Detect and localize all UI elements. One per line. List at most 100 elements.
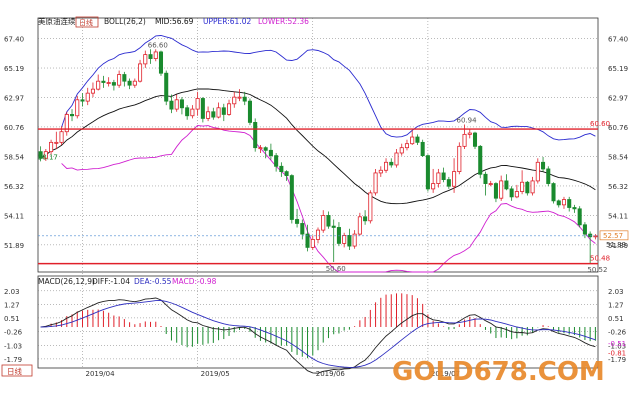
price-annotation: 66.60	[148, 41, 168, 49]
candle-body	[504, 180, 509, 190]
candle-body	[404, 143, 409, 149]
main-panel-frame	[37, 17, 599, 273]
macd-panel-frame	[37, 275, 599, 369]
candle-body	[284, 171, 289, 176]
price-annotation: 50.52	[587, 266, 607, 274]
macd-y-tick-right: 2.03	[608, 288, 624, 296]
candles	[38, 49, 598, 264]
candle-body	[457, 145, 462, 173]
mid-label: MID:56.69	[155, 17, 194, 26]
macd-panel: 2.03 2.031.27 1.270.51 0.51-0.26 -0.26-1.03-…	[4, 288, 627, 374]
candle-body	[127, 80, 132, 86]
candle-body	[452, 171, 457, 187]
candle-body	[582, 224, 587, 235]
period-tab[interactable]	[75, 16, 99, 28]
price-annotations: 58.17 66.60 60.94 50.60 50.52	[38, 41, 608, 274]
candle-body	[431, 183, 436, 190]
macd-right-tag: -0.81	[608, 349, 626, 357]
candle-body	[117, 74, 122, 86]
candle-body	[164, 72, 169, 102]
y-tick-label-left: 60.76	[4, 124, 25, 132]
candle-body	[352, 233, 357, 247]
boll-label: BOLL(26,2)	[104, 17, 146, 26]
candle-body	[394, 152, 399, 166]
candle-body	[143, 54, 148, 65]
candle-body	[310, 239, 315, 248]
candle-body	[588, 233, 593, 238]
candle-body	[499, 180, 504, 199]
x-tick-label: 2019/06	[316, 370, 346, 378]
candle-body	[525, 181, 530, 194]
candle-body	[106, 82, 111, 84]
grid	[37, 17, 599, 369]
candle-body	[572, 207, 577, 210]
symbol-label: 美原油连续	[38, 16, 76, 26]
bottom-period-tab[interactable]	[1, 364, 33, 377]
macd-diff-line	[40, 297, 596, 374]
main-header: 美原油连续 日线 BOLL(26,2) MID:56.69 UPPER:61.0…	[38, 16, 309, 28]
candle-body	[347, 235, 352, 247]
candle-body	[247, 100, 252, 123]
y-tick-label-right: 51.89	[608, 242, 628, 250]
candle-body	[49, 141, 54, 153]
macd-y-tick-right: -0.26	[608, 329, 627, 337]
candle-body	[289, 175, 294, 220]
candle-body	[556, 200, 561, 206]
candle-body	[90, 88, 95, 94]
y-tick-label-left: 54.11	[4, 212, 24, 220]
period-tab-label: 日线	[79, 18, 93, 27]
candle-body	[206, 111, 211, 119]
y-tick-label-left: 67.40	[4, 36, 24, 44]
y-tick-label-left: 65.19	[4, 65, 24, 73]
macd-y-tick-left: -1.03	[4, 342, 22, 350]
y-tick-label-left: 51.89	[4, 242, 24, 250]
candle-body	[436, 172, 441, 184]
candle-body	[185, 107, 190, 117]
horizontal-line-label: 60.60	[590, 120, 610, 128]
macd-dea-label: DEA:-0.55	[134, 277, 172, 286]
macd-value-label: MACD:-0.98	[172, 277, 217, 286]
price-annotation: 50.60	[326, 265, 346, 273]
candle-body	[195, 98, 200, 110]
candle-body	[59, 131, 64, 143]
candle-body	[509, 188, 514, 198]
y-tick-label-right: 67.40	[608, 36, 628, 44]
y-tick-label-right: 65.19	[608, 65, 628, 73]
candle-body	[357, 216, 362, 235]
candle-body	[551, 183, 556, 202]
candle-body	[410, 136, 415, 145]
candle-body	[467, 132, 472, 135]
macd-right-tag: -0.51	[608, 340, 626, 348]
candle-body	[363, 216, 368, 222]
candle-body	[232, 96, 237, 105]
bottom-period-tab-label: 日线	[7, 366, 22, 376]
candle-body	[561, 199, 567, 206]
candle-body	[263, 147, 268, 151]
candle-body	[85, 92, 90, 102]
candle-body	[399, 147, 404, 154]
candle-body	[441, 172, 446, 180]
candle-body	[462, 133, 467, 147]
candle-body	[483, 173, 488, 184]
candle-body	[541, 161, 546, 170]
candle-body	[420, 141, 425, 157]
candle-body	[305, 233, 310, 248]
candle-body	[530, 180, 535, 194]
candle-body	[211, 111, 216, 118]
macd-y-tick-left: 1.27	[4, 301, 20, 309]
lower-label: LOWER:52.36	[258, 17, 309, 26]
macd-y-tick-right: 0.51	[608, 315, 624, 323]
candle-body	[138, 63, 143, 82]
y-axes: 67.40 67.40 65.19 65.19 62.97 62.97 60.76 60.76…	[4, 36, 629, 250]
x-axis: 2019/04 2019/05 2019/06 2019/07	[85, 370, 460, 378]
lower-tag: 51.89	[606, 241, 626, 249]
candle-body	[253, 122, 258, 149]
candle-body	[111, 82, 116, 86]
candle-body	[514, 191, 519, 198]
macd-y-tick-left: 0.51	[4, 315, 20, 323]
candle-body	[132, 80, 137, 86]
y-tick-label-right: 62.97	[608, 95, 628, 103]
candle-body	[158, 51, 164, 74]
